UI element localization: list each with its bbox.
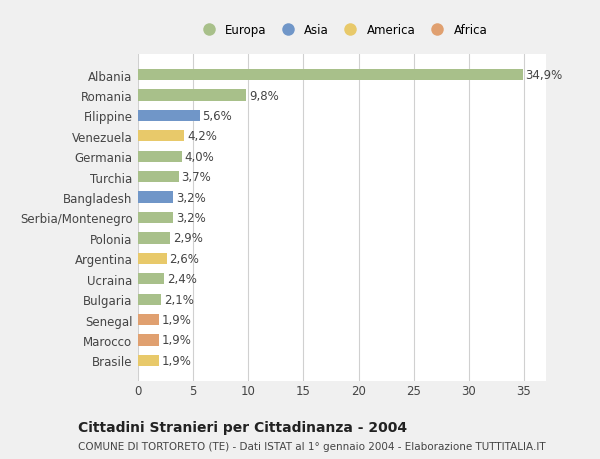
Bar [138, 274, 164, 285]
Text: 34,9%: 34,9% [526, 69, 563, 82]
Text: 1,9%: 1,9% [162, 334, 191, 347]
Text: 3,2%: 3,2% [176, 191, 206, 204]
Text: 4,2%: 4,2% [187, 130, 217, 143]
Bar [138, 90, 246, 101]
Bar [138, 335, 159, 346]
Text: 2,1%: 2,1% [164, 293, 194, 306]
Bar [138, 70, 523, 81]
Text: 2,6%: 2,6% [169, 252, 199, 265]
Bar [138, 294, 161, 305]
Bar [138, 131, 184, 142]
Text: 5,6%: 5,6% [203, 110, 232, 123]
Text: 4,0%: 4,0% [185, 151, 215, 163]
Text: 3,7%: 3,7% [182, 171, 211, 184]
Bar [138, 314, 159, 325]
Text: 2,4%: 2,4% [167, 273, 197, 285]
Text: 2,9%: 2,9% [173, 232, 203, 245]
Bar [138, 355, 159, 366]
Bar [138, 111, 200, 122]
Bar [138, 233, 170, 244]
Bar [138, 172, 179, 183]
Bar [138, 213, 173, 224]
Text: 9,8%: 9,8% [249, 90, 278, 102]
Bar [138, 192, 173, 203]
Legend: Europa, Asia, America, Africa: Europa, Asia, America, Africa [194, 22, 490, 39]
Text: 3,2%: 3,2% [176, 212, 206, 224]
Bar [138, 253, 167, 264]
Text: 1,9%: 1,9% [162, 313, 191, 326]
Text: 1,9%: 1,9% [162, 354, 191, 367]
Text: Cittadini Stranieri per Cittadinanza - 2004: Cittadini Stranieri per Cittadinanza - 2… [78, 420, 407, 434]
Bar [138, 151, 182, 162]
Text: COMUNE DI TORTORETO (TE) - Dati ISTAT al 1° gennaio 2004 - Elaborazione TUTTITAL: COMUNE DI TORTORETO (TE) - Dati ISTAT al… [78, 441, 545, 451]
